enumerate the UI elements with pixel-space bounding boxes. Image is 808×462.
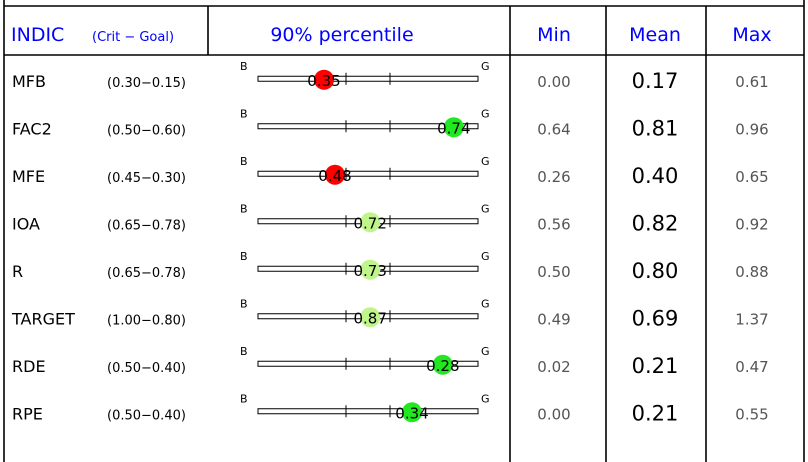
indicator-name: FAC2 (12, 119, 52, 138)
table-row: RDE (0.50−0.40) B G 0.28 0.02 0.21 0.47 (12, 345, 769, 378)
indicator-name: MFE (12, 167, 45, 186)
indicator-name: MFB (12, 72, 46, 91)
percentile-value: 0.35 (307, 72, 340, 90)
bar-good-label: G (481, 392, 490, 405)
percentile-marker (360, 212, 381, 233)
mean-value: 0.21 (632, 401, 679, 425)
bar-good-label: G (481, 107, 490, 120)
bar-bad-label: B (240, 202, 248, 215)
min-value: 0.56 (537, 215, 570, 233)
criterion-range: (0.45−0.30) (107, 171, 186, 186)
percentile-value: 0.34 (395, 404, 428, 422)
percentile-marker (443, 117, 464, 138)
percentile-value: 0.72 (353, 214, 386, 232)
criterion-range: (0.50−0.40) (107, 361, 186, 376)
table-row: FAC2 (0.50−0.60) B G 0.74 0.64 0.81 0.96 (12, 107, 769, 140)
criterion-range: (0.30−0.15) (107, 76, 186, 91)
criterion-range: (0.50−0.60) (107, 123, 186, 138)
percentile-value: 0.74 (437, 119, 470, 137)
mean-value: 0.17 (632, 69, 679, 93)
bar-bad-label: B (240, 107, 248, 120)
table-row: R (0.65−0.78) B G 0.73 0.50 0.80 0.88 (12, 250, 769, 283)
percentile-marker (360, 307, 381, 328)
percentile-bar (257, 408, 479, 415)
bar-bad-label: B (240, 250, 248, 263)
max-value: 0.61 (735, 73, 768, 91)
table-header: INDIC (Crit − Goal) 90% percentile Min M… (11, 24, 772, 46)
header-min: Min (537, 24, 571, 46)
percentile-marker (402, 402, 422, 423)
table-row: MFB (0.30−0.15) B G 0.35 0.00 0.17 0.61 (12, 60, 769, 93)
criterion-range: (0.65−0.78) (107, 218, 186, 233)
mean-value: 0.81 (632, 116, 679, 140)
table-row: TARGET (1.00−0.80) B G 0.87 0.49 0.69 1.37 (11, 297, 769, 330)
max-value: 0.65 (735, 168, 768, 186)
bar-bad-label: B (240, 155, 248, 168)
header-indic: INDIC (11, 24, 64, 46)
header-mean: Mean (629, 24, 681, 46)
percentile-marker (432, 354, 453, 375)
criterion-range: (1.00−0.80) (107, 313, 186, 328)
mean-value: 0.82 (632, 211, 679, 235)
criterion-range: (0.50−0.40) (107, 408, 186, 423)
indicator-name: R (12, 262, 23, 281)
percentile-value: 0.73 (353, 262, 386, 280)
max-value: 0.47 (735, 358, 768, 376)
bar-bad-label: B (240, 60, 248, 73)
header-indic-sub: (Crit − Goal) (92, 30, 174, 45)
indicator-name: IOA (12, 214, 40, 233)
percentile-bar (257, 170, 479, 177)
mean-value: 0.21 (632, 354, 679, 378)
percentile-value: 0.28 (426, 357, 459, 375)
mean-value: 0.69 (632, 306, 679, 330)
bar-bad-label: B (240, 345, 248, 358)
table-body: MFB (0.30−0.15) B G 0.35 0.00 0.17 0.61 FAC2 (0.5… (11, 60, 769, 426)
indicator-name: RPE (12, 404, 43, 423)
min-value: 0.64 (537, 120, 570, 138)
table-row: IOA (0.65−0.78) B G 0.72 0.56 0.82 0.92 (12, 202, 769, 235)
table-row: MFE (0.45−0.30) B G 0.48 0.26 0.40 0.65 (12, 155, 769, 188)
percentile-value: 0.48 (318, 167, 351, 185)
percentile-bar (257, 360, 479, 367)
criterion-range: (0.65−0.78) (107, 266, 186, 281)
min-value: 0.26 (537, 168, 570, 186)
min-value: 0.00 (537, 73, 570, 91)
percentile-value: 0.87 (353, 309, 386, 327)
percentile-bar (257, 123, 479, 130)
header-max: Max (732, 24, 771, 46)
bar-good-label: G (481, 345, 490, 358)
max-value: 0.55 (735, 405, 768, 423)
percentile-marker (314, 69, 334, 90)
percentile-marker (360, 259, 381, 280)
max-value: 0.88 (735, 263, 768, 281)
indicator-name: RDE (12, 357, 46, 376)
bar-good-label: G (481, 202, 490, 215)
min-value: 0.00 (537, 405, 570, 423)
min-value: 0.02 (537, 358, 570, 376)
max-value: 1.37 (735, 310, 768, 328)
min-value: 0.50 (537, 263, 570, 281)
table-row: RPE (0.50−0.40) B G 0.34 0.00 0.21 0.55 (12, 392, 769, 425)
bar-good-label: G (481, 155, 490, 168)
bar-good-label: G (481, 60, 490, 73)
bar-good-label: G (481, 250, 490, 263)
mean-value: 0.40 (632, 164, 679, 188)
bar-good-label: G (481, 297, 490, 310)
bar-bad-label: B (240, 392, 248, 405)
max-value: 0.96 (735, 120, 768, 138)
indicator-name: TARGET (11, 309, 75, 328)
bar-bad-label: B (240, 297, 248, 310)
percentile-bar (257, 75, 479, 82)
header-percentile: 90% percentile (270, 24, 413, 46)
max-value: 0.92 (735, 215, 768, 233)
mean-value: 0.80 (632, 259, 679, 283)
table-grid (3, 0, 805, 462)
min-value: 0.49 (537, 310, 570, 328)
percentile-marker (325, 164, 345, 185)
